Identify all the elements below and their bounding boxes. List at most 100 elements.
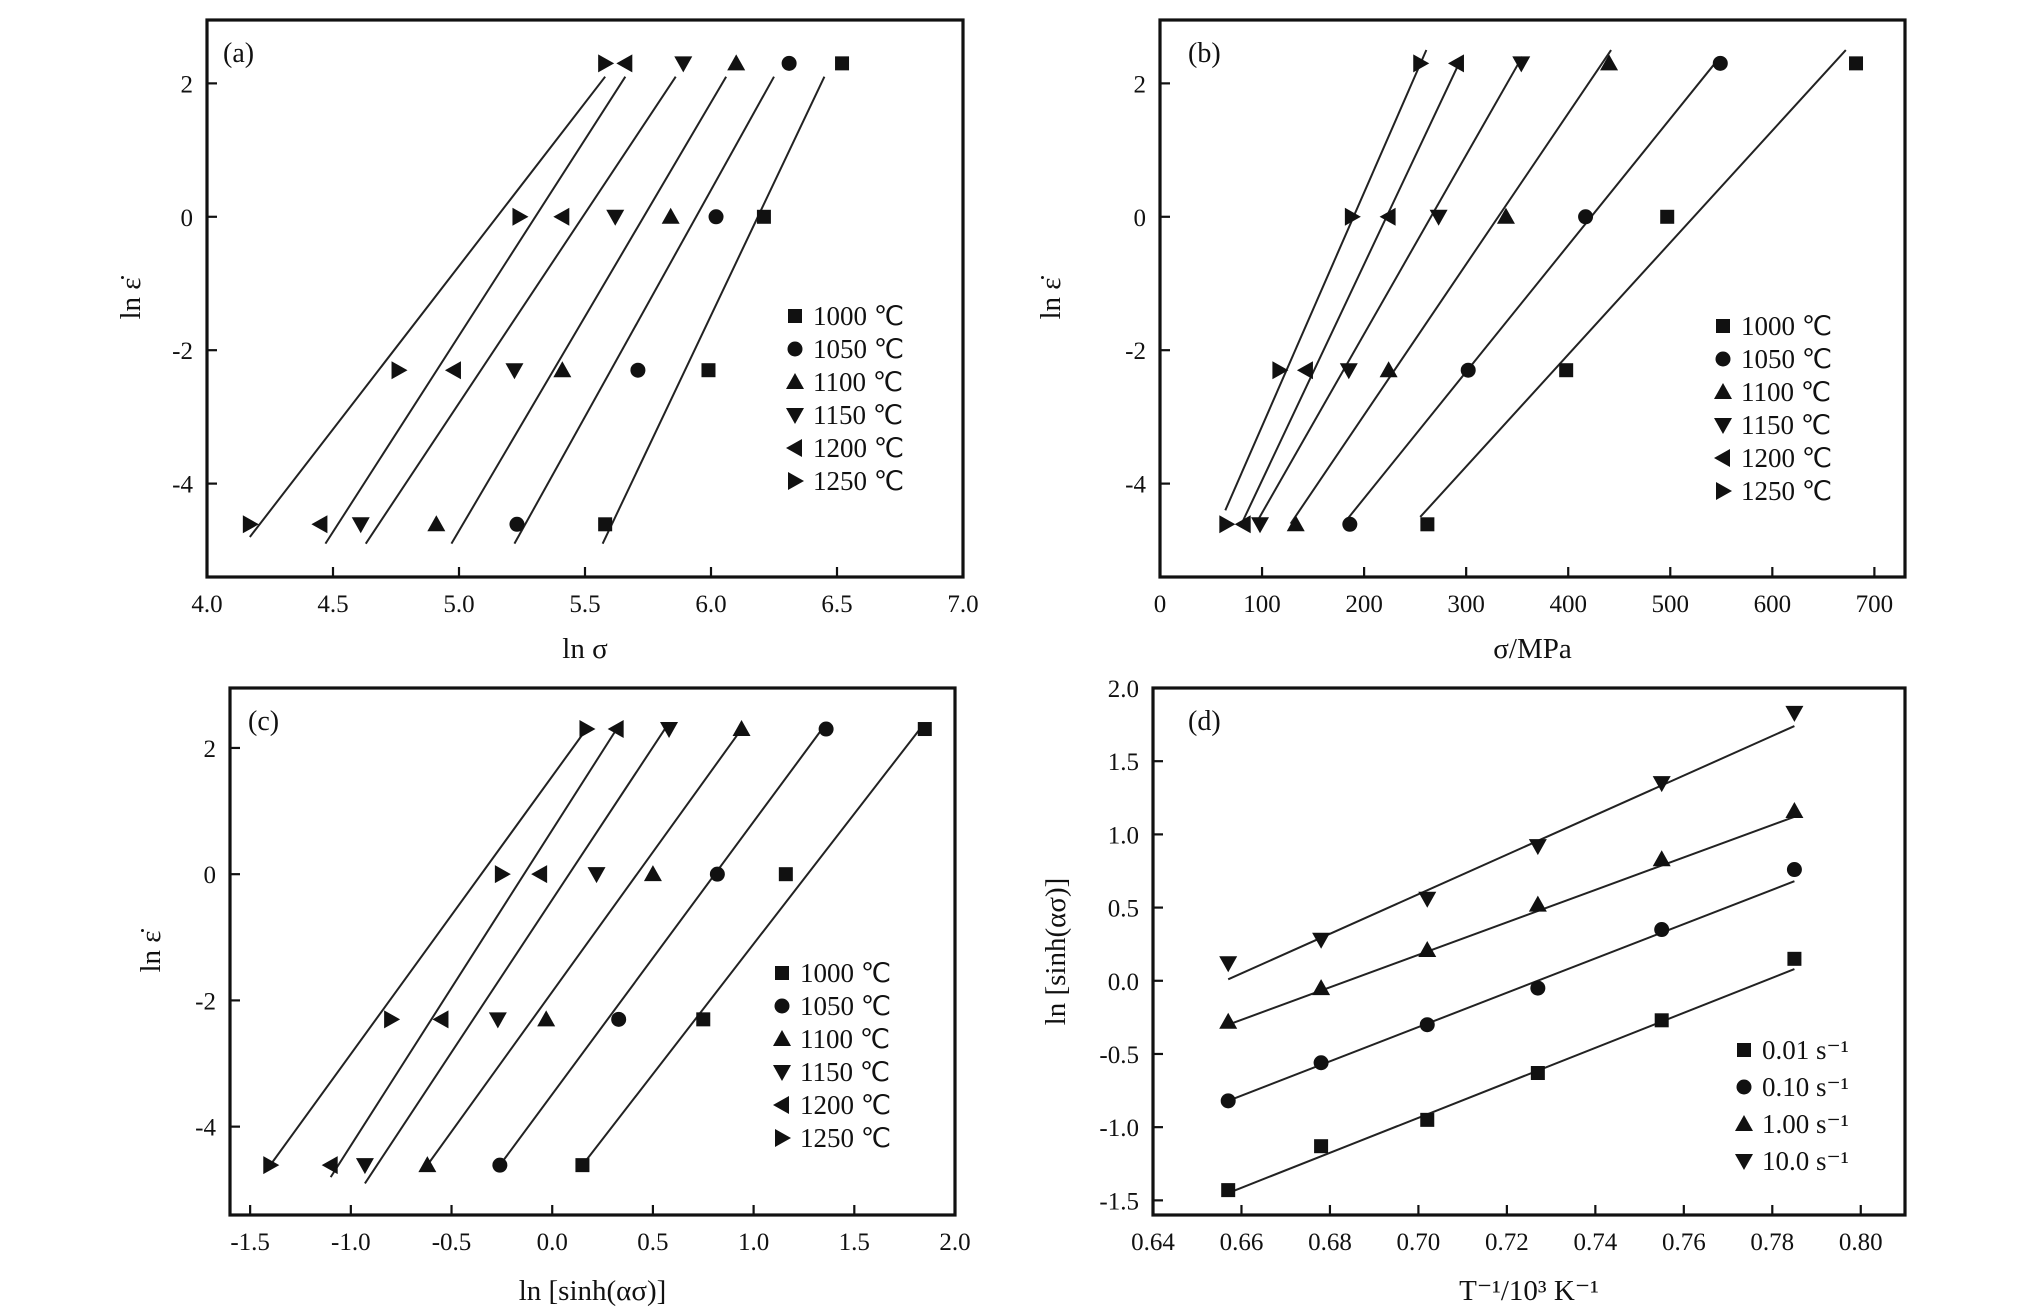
data-point	[1286, 515, 1305, 532]
fit-line	[513, 76, 775, 545]
data-point	[1654, 1013, 1669, 1028]
series-group	[427, 54, 746, 545]
data-point	[391, 361, 408, 380]
x-tick-label: 4.0	[191, 591, 222, 618]
panel-letter: (b)	[1188, 38, 1221, 69]
y-tick-label: 0	[181, 205, 194, 232]
fit-line	[499, 728, 823, 1166]
series-group	[1221, 951, 1802, 1198]
legend-marker	[786, 373, 804, 389]
legend-marker	[773, 1030, 791, 1046]
y-tick-label: 0	[204, 862, 217, 889]
x-tick-label: 6.5	[821, 591, 852, 618]
fit-line	[1419, 49, 1847, 518]
legend-label: 1050 ℃	[800, 991, 891, 1021]
fit-line	[329, 728, 618, 1178]
y-tick-label: -1.0	[1099, 1115, 1139, 1142]
panel-letter: (a)	[223, 38, 254, 69]
data-point	[598, 54, 615, 73]
x-tick-label: 700	[1856, 591, 1894, 618]
data-point	[1496, 207, 1515, 224]
data-point	[1221, 1183, 1236, 1198]
panel-letter: (d)	[1188, 706, 1221, 737]
fit-line	[364, 76, 677, 545]
x-tick-label: -1.5	[230, 1229, 270, 1256]
data-point	[1379, 207, 1396, 226]
legend-label: 1100 ℃	[1741, 377, 1831, 407]
data-point	[1787, 951, 1802, 966]
data-point	[494, 865, 511, 884]
legend-label: 1000 ℃	[800, 958, 891, 988]
y-tick-label: 1.5	[1108, 749, 1139, 776]
data-point	[661, 207, 680, 224]
data-point	[444, 361, 461, 380]
series-group	[1219, 49, 1430, 534]
data-point	[1342, 516, 1358, 532]
data-point	[311, 515, 328, 534]
x-tick-label: 0.78	[1750, 1229, 1794, 1256]
data-point	[1313, 1055, 1329, 1071]
legend-marker	[1714, 383, 1732, 399]
data-point	[492, 1157, 508, 1173]
legend-label: 1250 ℃	[800, 1123, 891, 1153]
data-point	[1712, 55, 1728, 71]
y-tick-label: 0	[1134, 205, 1147, 232]
series-group	[351, 56, 693, 545]
data-point	[701, 363, 716, 378]
fit-line	[1227, 880, 1795, 1102]
series-group	[1251, 56, 1531, 534]
fit-line	[364, 722, 670, 1184]
series-group	[1219, 801, 1804, 1029]
data-point	[781, 55, 797, 71]
fit-line	[269, 728, 588, 1166]
x-tick-label: 0.72	[1485, 1229, 1529, 1256]
x-tick-label: 1.5	[839, 1229, 870, 1256]
data-point	[384, 1010, 401, 1029]
legend-marker	[786, 439, 802, 457]
x-axis-label: T⁻¹/10³ K⁻¹	[1459, 1275, 1599, 1307]
panel-b: 0 100 200 300 400 500 600 700 -4 -2 0 2 σ/MPa ln ε̇ (b…	[1035, 18, 1907, 665]
fit-line	[601, 76, 826, 545]
legend-marker	[1735, 1115, 1753, 1131]
legend-marker	[787, 341, 803, 357]
panel-a: 4.0 4.5 5.0 5.5 6.0 6.5 7.0 -4 -2 0 2 ln σ ln ε̇ (a) 1…	[115, 18, 979, 665]
data-point	[1528, 895, 1547, 912]
data-point	[756, 209, 771, 224]
data-point	[553, 361, 572, 378]
x-tick-label: 100	[1243, 591, 1281, 618]
data-point	[1418, 941, 1437, 958]
legend-label: 1200 ℃	[800, 1090, 891, 1120]
data-point	[1418, 891, 1437, 908]
plot-frame	[228, 686, 957, 1217]
data-point	[1220, 1093, 1236, 1109]
data-point	[1272, 361, 1289, 380]
data-point	[1429, 209, 1448, 226]
x-tick-label: 2.0	[939, 1229, 970, 1256]
data-point	[1219, 956, 1238, 973]
series-group	[509, 55, 797, 545]
data-point	[1420, 1112, 1435, 1127]
series-group	[1234, 54, 1464, 534]
data-point	[709, 866, 725, 882]
y-axis-label: ln ε̇	[1035, 276, 1067, 320]
x-tick-label: 0.5	[637, 1229, 668, 1256]
legend-label: 1150 ℃	[1741, 410, 1831, 440]
x-tick-label: -0.5	[432, 1229, 472, 1256]
data-point	[1652, 850, 1671, 867]
legend-marker	[1716, 482, 1732, 500]
x-tick-label: 500	[1652, 591, 1690, 618]
legend-label: 1050 ℃	[813, 334, 904, 364]
legend-marker	[1714, 418, 1732, 434]
x-axis-label: σ/MPa	[1493, 633, 1572, 665]
x-tick-label: 0.64	[1131, 1229, 1175, 1256]
y-tick-label: -4	[1125, 472, 1146, 499]
fit-line	[450, 76, 727, 545]
legend-label: 0.01 s⁻¹	[1762, 1035, 1849, 1065]
series-group	[1220, 862, 1802, 1109]
data-point	[1660, 209, 1675, 224]
x-tick-label: 7.0	[947, 591, 978, 618]
y-tick-label: 1.0	[1108, 822, 1139, 849]
y-tick-label: 0.5	[1108, 896, 1139, 923]
y-tick-label: -4	[172, 472, 193, 499]
